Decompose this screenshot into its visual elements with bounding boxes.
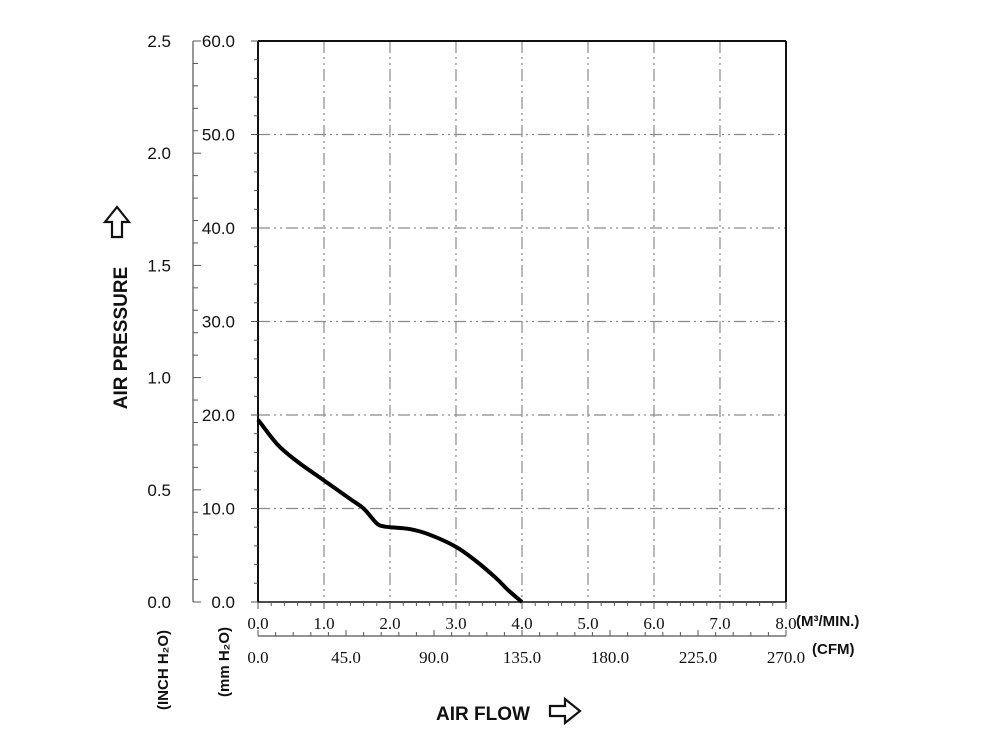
x-primary-tick-label: 4.0 <box>511 614 532 633</box>
y-primary-tick-label: 20.0 <box>202 406 235 425</box>
y-secondary-tick-label: 2.5 <box>147 32 171 51</box>
x-primary-tick-label: 2.0 <box>379 614 400 633</box>
y-primary-tick-label: 60.0 <box>202 32 235 51</box>
x-secondary-unit-label: (CFM) <box>812 641 854 658</box>
pq-curve-line <box>256 418 524 604</box>
x-secondary-tick-label: 135.0 <box>503 648 541 667</box>
x-primary-tick-label: 0.0 <box>247 614 268 633</box>
y-primary-tick-label: 0.0 <box>211 593 235 612</box>
x-secondary-tick-label: 0.0 <box>247 648 268 667</box>
x-primary-tick-label: 7.0 <box>709 614 730 633</box>
x-primary-tick-label: 1.0 <box>313 614 334 633</box>
y-primary-tick-label: 30.0 <box>202 313 235 332</box>
y-secondary-tick-label: 0.5 <box>147 481 171 500</box>
arrow-right-icon <box>548 696 582 726</box>
x-axis-title: AIR FLOW <box>436 704 530 725</box>
x-primary-unit-label: (M³/MIN.) <box>796 613 859 630</box>
gridlines <box>258 41 786 602</box>
y-primary-tick-label: 40.0 <box>202 219 235 238</box>
y-axis-title: AIR PRESSURE <box>111 267 132 410</box>
tick-labels: 0.0 10.0 20.0 30.0 40.0 50.0 60.0 0.0 0.5 1.0 1.5 2… <box>147 32 805 667</box>
y-secondary-tick-label: 0.0 <box>147 593 171 612</box>
x-secondary-tick-label: 45.0 <box>331 648 361 667</box>
x-secondary-tick-label: 90.0 <box>419 648 449 667</box>
arrow-up-icon <box>102 205 132 239</box>
y-secondary-tick-label: 1.5 <box>147 256 171 275</box>
y-primary-tick-label: 10.0 <box>202 500 235 519</box>
y-secondary-unit-label: (INCH H₂O) <box>155 630 172 710</box>
y-secondary-tick-label: 1.0 <box>147 369 171 388</box>
x-primary-tick-label: 5.0 <box>577 614 598 633</box>
y-primary-tick-label: 50.0 <box>202 126 235 145</box>
y-primary-unit-label: (mm H₂O) <box>216 627 233 697</box>
x-secondary-tick-label: 225.0 <box>679 648 717 667</box>
series-layer <box>256 418 524 604</box>
x-primary-tick-label: 3.0 <box>445 614 466 633</box>
x-primary-tick-label: 6.0 <box>643 614 664 633</box>
plot-frame <box>192 40 787 637</box>
x-secondary-tick-label: 180.0 <box>591 648 629 667</box>
y-secondary-tick-label: 2.0 <box>147 144 171 163</box>
x-secondary-tick-label: 270.0 <box>767 648 805 667</box>
x-primary-tick-label: 8.0 <box>775 614 796 633</box>
